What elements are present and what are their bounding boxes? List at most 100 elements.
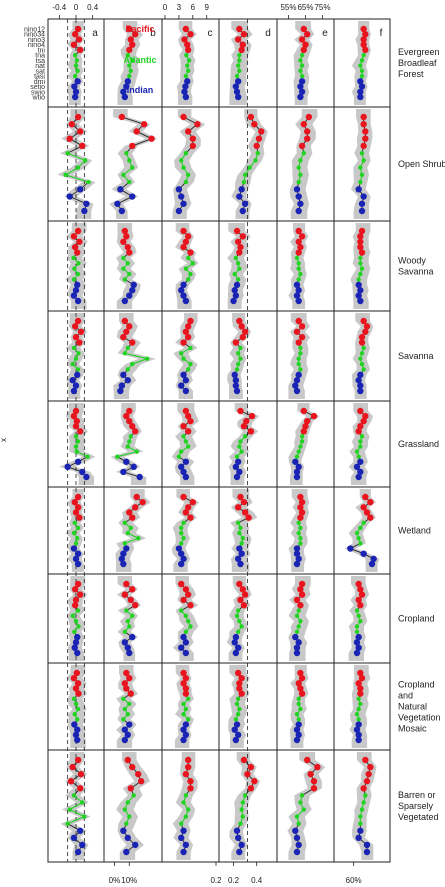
- data-point: [298, 271, 303, 277]
- data-point: [123, 848, 130, 856]
- uncertainty-bands: [57, 21, 380, 860]
- uncertainty-band: [348, 576, 369, 661]
- data-point: [231, 726, 238, 733]
- land-cover-label-line: Mosaic: [398, 724, 427, 734]
- data-point: [355, 633, 362, 641]
- bottom-tick-label: 0.2: [210, 876, 222, 885]
- land-cover-label-line: Forest: [398, 69, 424, 79]
- data-point: [121, 591, 129, 598]
- data-point: [234, 701, 240, 707]
- data-point: [125, 367, 130, 372]
- data-point: [122, 807, 128, 812]
- data-point: [298, 367, 303, 372]
- data-point: [72, 639, 80, 646]
- data-point: [74, 560, 82, 568]
- data-point: [357, 371, 364, 379]
- data-point: [71, 277, 77, 282]
- top-tick-label: -0.4: [52, 3, 66, 12]
- data-point: [187, 249, 194, 256]
- data-point: [180, 555, 187, 563]
- data-point: [81, 207, 88, 215]
- data-point: [239, 333, 246, 341]
- data-point: [358, 179, 363, 185]
- data-point: [236, 680, 243, 687]
- data-point: [182, 93, 190, 101]
- data-point: [296, 624, 301, 629]
- data-point: [238, 525, 243, 531]
- data-point: [234, 78, 242, 85]
- data-point: [296, 277, 301, 282]
- data-point: [297, 602, 304, 609]
- data-point: [120, 371, 127, 379]
- data-point: [137, 778, 145, 785]
- data-point: [357, 387, 364, 395]
- data-point: [182, 238, 190, 245]
- data-point: [235, 361, 241, 367]
- data-point: [183, 179, 189, 185]
- data-point: [298, 706, 303, 712]
- data-point: [117, 387, 124, 395]
- data-point: [121, 639, 129, 646]
- data-point: [132, 31, 139, 38]
- data-point: [125, 345, 130, 351]
- data-point: [185, 277, 191, 282]
- data-point: [292, 382, 299, 389]
- data-point: [237, 444, 242, 449]
- data-point: [188, 361, 193, 367]
- data-point: [123, 233, 130, 240]
- index-label: wtio: [32, 95, 46, 102]
- data-point: [121, 317, 129, 325]
- land-cover-label-line: Savanna: [398, 267, 434, 277]
- data-point: [74, 458, 82, 465]
- data-point: [295, 339, 302, 346]
- data-point: [296, 530, 301, 536]
- data-point: [355, 721, 362, 728]
- data-point: [247, 165, 252, 170]
- data-point: [237, 266, 242, 271]
- series-segment: [67, 152, 86, 161]
- data-point: [237, 407, 244, 415]
- data-point: [240, 602, 248, 609]
- data-point: [181, 356, 186, 361]
- data-point: [179, 449, 184, 454]
- land-cover-label-line: Woody: [398, 256, 426, 266]
- data-point: [231, 371, 238, 379]
- data-point: [298, 351, 303, 356]
- data-point: [296, 717, 301, 722]
- data-point: [295, 287, 302, 294]
- data-point: [187, 785, 194, 792]
- data-point: [183, 793, 189, 798]
- data-point: [85, 454, 90, 459]
- data-point: [357, 78, 364, 85]
- data-point: [300, 407, 307, 415]
- land-cover-label-line: Broadleaf: [398, 58, 437, 68]
- data-point: [234, 458, 242, 465]
- index-label: setio: [30, 84, 45, 91]
- data-point: [241, 509, 249, 516]
- top-tick-label: 0.4: [87, 3, 99, 12]
- data-point: [123, 685, 130, 692]
- data-point: [354, 449, 360, 454]
- data-point: [126, 509, 133, 516]
- data-point: [238, 439, 243, 444]
- data-point: [121, 297, 129, 305]
- data-point: [300, 428, 307, 435]
- data-point: [295, 731, 302, 739]
- data-point: [297, 504, 304, 511]
- data-point: [124, 731, 131, 739]
- data-point: [180, 113, 187, 121]
- data-point: [310, 412, 318, 420]
- data-point: [70, 41, 78, 48]
- data-point: [76, 261, 81, 266]
- data-point: [234, 238, 242, 245]
- data-point: [71, 793, 77, 798]
- data-point: [362, 328, 369, 335]
- series-segment: [69, 801, 83, 811]
- data-point: [357, 602, 364, 609]
- uncertainty-band: [344, 489, 380, 572]
- data-point: [130, 463, 137, 471]
- data-point: [130, 281, 137, 289]
- bottom-tick-label: 0%: [109, 876, 121, 885]
- data-point: [129, 514, 136, 521]
- data-point: [126, 46, 133, 54]
